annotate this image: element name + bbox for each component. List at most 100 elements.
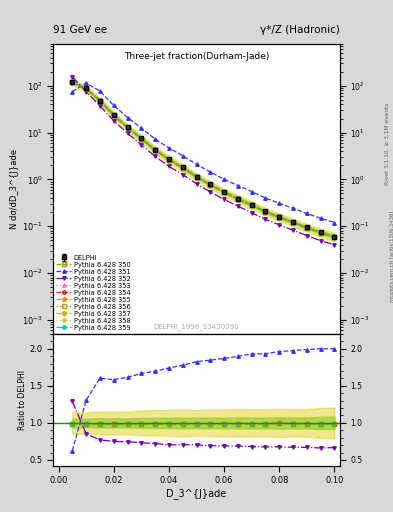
Y-axis label: N dσ/dD_3^{J}ade: N dσ/dD_3^{J}ade xyxy=(10,148,19,229)
Pythia 6.428 354 xyxy=(125,124,130,131)
Pythia 6.428 352 xyxy=(125,130,130,136)
Pythia 6.428 359 xyxy=(139,136,144,142)
Pythia 6.428 353 xyxy=(194,174,199,180)
Pythia 6.428 357 xyxy=(84,86,88,92)
Pythia 6.428 355 xyxy=(139,136,144,142)
Pythia 6.428 358 xyxy=(208,182,213,188)
Pythia 6.428 356 xyxy=(332,234,337,240)
Text: Three-jet fraction(Durham-Jade): Three-jet fraction(Durham-Jade) xyxy=(124,52,269,61)
Pythia 6.428 353 xyxy=(263,208,268,215)
Pythia 6.428 352 xyxy=(291,227,296,233)
Pythia 6.428 358 xyxy=(180,165,185,171)
Pythia 6.428 359 xyxy=(153,147,158,153)
Pythia 6.428 355 xyxy=(153,147,158,153)
Pythia 6.428 357 xyxy=(125,124,130,131)
Pythia 6.428 350 xyxy=(167,157,171,163)
Pythia 6.428 356 xyxy=(139,136,144,142)
Pythia 6.428 353 xyxy=(332,234,337,240)
Pythia 6.428 354 xyxy=(332,234,337,240)
Pythia 6.428 354 xyxy=(249,202,254,208)
Line: Pythia 6.428 350: Pythia 6.428 350 xyxy=(71,80,336,239)
Pythia 6.428 358 xyxy=(318,229,323,236)
Pythia 6.428 351 xyxy=(97,88,102,94)
Pythia 6.428 351 xyxy=(208,169,213,175)
Pythia 6.428 350 xyxy=(153,147,158,153)
Pythia 6.428 350 xyxy=(249,202,254,208)
Pythia 6.428 350 xyxy=(180,165,185,171)
Pythia 6.428 352 xyxy=(139,142,144,148)
Pythia 6.428 351 xyxy=(222,176,226,182)
Line: Pythia 6.428 353: Pythia 6.428 353 xyxy=(71,80,336,239)
Text: DELPHI_1996_S3430090: DELPHI_1996_S3430090 xyxy=(154,323,239,330)
Pythia 6.428 359 xyxy=(277,214,282,220)
Pythia 6.428 359 xyxy=(235,196,240,202)
Pythia 6.428 350 xyxy=(305,225,309,231)
Pythia 6.428 356 xyxy=(153,147,158,153)
Pythia 6.428 354 xyxy=(111,112,116,118)
Pythia 6.428 351 xyxy=(139,125,144,131)
Pythia 6.428 351 xyxy=(263,195,268,201)
Pythia 6.428 355 xyxy=(70,79,75,86)
Pythia 6.428 356 xyxy=(194,174,199,180)
Pythia 6.428 353 xyxy=(249,202,254,208)
Line: Pythia 6.428 358: Pythia 6.428 358 xyxy=(71,80,336,239)
Pythia 6.428 358 xyxy=(153,147,158,153)
Pythia 6.428 359 xyxy=(318,229,323,236)
Pythia 6.428 359 xyxy=(249,202,254,208)
Pythia 6.428 358 xyxy=(305,225,309,231)
Pythia 6.428 357 xyxy=(277,214,282,220)
Pythia 6.428 351 xyxy=(305,210,309,217)
Pythia 6.428 355 xyxy=(84,86,88,92)
Pythia 6.428 352 xyxy=(305,232,309,239)
Pythia 6.428 355 xyxy=(305,225,309,231)
Pythia 6.428 352 xyxy=(111,118,116,124)
Pythia 6.428 353 xyxy=(125,124,130,131)
Pythia 6.428 352 xyxy=(277,222,282,228)
Pythia 6.428 359 xyxy=(84,86,88,92)
Pythia 6.428 356 xyxy=(305,225,309,231)
Pythia 6.428 359 xyxy=(111,112,116,118)
Pythia 6.428 359 xyxy=(70,79,75,86)
Pythia 6.428 357 xyxy=(249,202,254,208)
Pythia 6.428 358 xyxy=(84,86,88,92)
Pythia 6.428 354 xyxy=(167,157,171,163)
Pythia 6.428 358 xyxy=(139,136,144,142)
Pythia 6.428 352 xyxy=(180,172,185,178)
Pythia 6.428 358 xyxy=(249,202,254,208)
Pythia 6.428 351 xyxy=(180,153,185,159)
Pythia 6.428 355 xyxy=(208,182,213,188)
Pythia 6.428 351 xyxy=(332,220,337,226)
Pythia 6.428 351 xyxy=(235,182,240,188)
Pythia 6.428 358 xyxy=(235,196,240,202)
Line: Pythia 6.428 351: Pythia 6.428 351 xyxy=(71,81,336,224)
Pythia 6.428 359 xyxy=(263,208,268,215)
Pythia 6.428 354 xyxy=(235,196,240,202)
Pythia 6.428 353 xyxy=(235,196,240,202)
Pythia 6.428 358 xyxy=(263,208,268,215)
Pythia 6.428 359 xyxy=(305,225,309,231)
Pythia 6.428 356 xyxy=(318,229,323,236)
Pythia 6.428 353 xyxy=(111,112,116,118)
Pythia 6.428 357 xyxy=(153,147,158,153)
Pythia 6.428 353 xyxy=(167,157,171,163)
Pythia 6.428 352 xyxy=(249,210,254,216)
Pythia 6.428 351 xyxy=(277,200,282,206)
Pythia 6.428 354 xyxy=(84,86,88,92)
Pythia 6.428 352 xyxy=(332,242,337,248)
Pythia 6.428 351 xyxy=(125,115,130,121)
Pythia 6.428 350 xyxy=(139,136,144,142)
Pythia 6.428 354 xyxy=(70,79,75,86)
Pythia 6.428 350 xyxy=(84,86,88,92)
Line: Pythia 6.428 352: Pythia 6.428 352 xyxy=(71,75,336,247)
Pythia 6.428 351 xyxy=(84,80,88,86)
Pythia 6.428 353 xyxy=(208,182,213,188)
Pythia 6.428 354 xyxy=(222,189,226,195)
Pythia 6.428 357 xyxy=(291,219,296,225)
Pythia 6.428 355 xyxy=(291,219,296,225)
Pythia 6.428 353 xyxy=(97,98,102,104)
Pythia 6.428 355 xyxy=(97,98,102,104)
Pythia 6.428 356 xyxy=(97,98,102,104)
Pythia 6.428 356 xyxy=(222,189,226,195)
Pythia 6.428 350 xyxy=(263,208,268,215)
Pythia 6.428 354 xyxy=(318,229,323,236)
